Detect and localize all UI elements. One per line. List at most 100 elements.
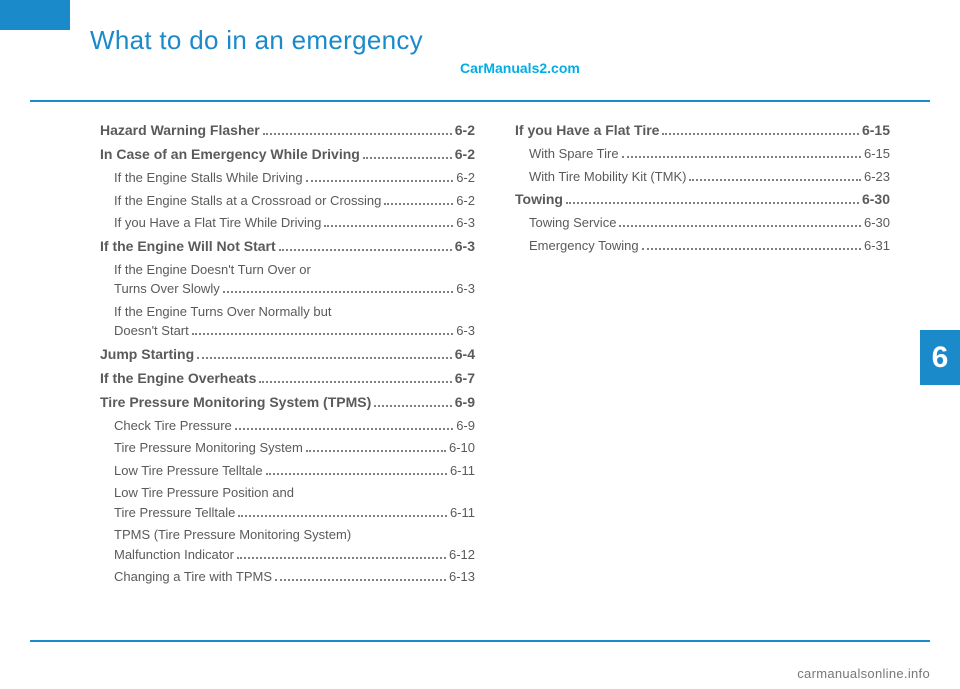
- toc-entry-sub: If the Engine Doesn't Turn Over or: [100, 260, 475, 280]
- toc-page-number: 6-30: [862, 189, 890, 210]
- leader-dots: [363, 148, 452, 159]
- leader-dots: [642, 238, 861, 249]
- toc-label: Tire Pressure Telltale: [114, 503, 235, 523]
- toc-page-number: 6-31: [864, 236, 890, 256]
- toc-entry-main: If the Engine Will Not Start 6-3: [100, 236, 475, 257]
- toc-page-number: 6-13: [449, 567, 475, 587]
- toc-entry-sub: Turns Over Slowly 6-3: [100, 279, 475, 299]
- toc-column-left: Hazard Warning Flasher 6-2In Case of an …: [100, 120, 475, 590]
- toc-entry-sub: Tire Pressure Telltale 6-11: [100, 503, 475, 523]
- chapter-tab: 6: [920, 330, 960, 385]
- divider-bottom: [30, 640, 930, 642]
- toc-label: If the Engine Will Not Start: [100, 236, 276, 257]
- toc-page-number: 6-2: [455, 120, 475, 141]
- toc-entry-main: Hazard Warning Flasher 6-2: [100, 120, 475, 141]
- leader-dots: [566, 193, 859, 204]
- leader-dots: [279, 239, 452, 250]
- toc-label: Tire Pressure Monitoring System: [114, 438, 303, 458]
- toc-page-number: 6-23: [864, 167, 890, 187]
- toc-label: If the Engine Turns Over Normally but: [114, 302, 331, 322]
- toc-column-right: If you Have a Flat Tire 6-15With Spare T…: [515, 120, 890, 590]
- toc-entry-sub: With Tire Mobility Kit (TMK) 6-23: [515, 167, 890, 187]
- leader-dots: [374, 395, 452, 406]
- toc-entry-main: Tire Pressure Monitoring System (TPMS) 6-…: [100, 392, 475, 413]
- toc-label: Emergency Towing: [529, 236, 639, 256]
- toc-page-number: 6-10: [449, 438, 475, 458]
- leader-dots: [263, 124, 452, 135]
- toc-label: Malfunction Indicator: [114, 545, 234, 565]
- watermark-text: CarManuals2.com: [460, 60, 580, 76]
- toc-columns: Hazard Warning Flasher 6-2In Case of an …: [100, 120, 890, 590]
- toc-page-number: 6-11: [450, 461, 475, 481]
- toc-entry-sub: Low Tire Pressure Position and: [100, 483, 475, 503]
- toc-entry-sub: With Spare Tire 6-15: [515, 144, 890, 164]
- toc-page-number: 6-30: [864, 213, 890, 233]
- toc-page-number: 6-11: [450, 503, 475, 523]
- toc-label: TPMS (Tire Pressure Monitoring System): [114, 525, 351, 545]
- toc-entry-main: Jump Starting6-4: [100, 344, 475, 365]
- toc-label: If the Engine Stalls at a Crossroad or C…: [114, 191, 381, 211]
- toc-entry-sub: Doesn't Start 6-3: [100, 321, 475, 341]
- toc-page-number: 6-2: [455, 144, 475, 165]
- toc-page-number: 6-15: [862, 120, 890, 141]
- toc-label: Tire Pressure Monitoring System (TPMS): [100, 392, 371, 413]
- toc-label: If the Engine Doesn't Turn Over or: [114, 260, 311, 280]
- toc-page-number: 6-9: [456, 416, 475, 436]
- leader-dots: [306, 441, 446, 452]
- toc-page-number: 6-3: [455, 236, 475, 257]
- leader-dots: [306, 171, 454, 182]
- toc-label: In Case of an Emergency While Driving: [100, 144, 360, 165]
- toc-label: Hazard Warning Flasher: [100, 120, 260, 141]
- toc-label: With Tire Mobility Kit (TMK): [529, 167, 686, 187]
- divider-top: [30, 100, 930, 102]
- toc-page-number: 6-2: [456, 168, 475, 188]
- toc-label: Towing Service: [529, 213, 616, 233]
- toc-label: If the Engine Stalls While Driving: [114, 168, 303, 188]
- toc-label: Jump Starting: [100, 344, 194, 365]
- leader-dots: [619, 216, 861, 227]
- leader-dots: [237, 547, 446, 558]
- toc-label: Check Tire Pressure: [114, 416, 232, 436]
- toc-entry-sub: If you Have a Flat Tire While Driving 6-…: [100, 213, 475, 233]
- leader-dots: [259, 371, 451, 382]
- leader-dots: [622, 147, 861, 158]
- toc-entry-sub: Malfunction Indicator 6-12: [100, 545, 475, 565]
- leader-dots: [384, 193, 453, 204]
- toc-label: If the Engine Overheats: [100, 368, 256, 389]
- toc-page-number: 6-3: [456, 213, 475, 233]
- toc-entry-sub: Low Tire Pressure Telltale 6-11: [100, 461, 475, 481]
- toc-page-number: 6-3: [456, 321, 475, 341]
- toc-entry-main: If you Have a Flat Tire 6-15: [515, 120, 890, 141]
- toc-page-number: 6-9: [455, 392, 475, 413]
- leader-dots: [689, 169, 861, 180]
- toc-entry-sub: If the Engine Stalls While Driving 6-2: [100, 168, 475, 188]
- toc-page-number: 6-12: [449, 545, 475, 565]
- toc-label: If you Have a Flat Tire While Driving: [114, 213, 321, 233]
- leader-dots: [266, 463, 447, 474]
- toc-label: If you Have a Flat Tire: [515, 120, 659, 141]
- toc-entry-main: Towing 6-30: [515, 189, 890, 210]
- toc-label: Low Tire Pressure Telltale: [114, 461, 263, 481]
- toc-label: Low Tire Pressure Position and: [114, 483, 294, 503]
- toc-page-number: 6-2: [456, 191, 475, 211]
- toc-page-number: 6-3: [456, 279, 475, 299]
- toc-entry-sub: Check Tire Pressure 6-9: [100, 416, 475, 436]
- corner-accent: [0, 0, 70, 30]
- leader-dots: [275, 570, 446, 581]
- toc-label: With Spare Tire: [529, 144, 619, 164]
- toc-entry-sub: Towing Service 6-30: [515, 213, 890, 233]
- toc-entry-main: In Case of an Emergency While Driving 6-2: [100, 144, 475, 165]
- leader-dots: [192, 324, 453, 335]
- toc-entry-sub: If the Engine Stalls at a Crossroad or C…: [100, 191, 475, 211]
- toc-entry-sub: Changing a Tire with TPMS6-13: [100, 567, 475, 587]
- leader-dots: [324, 216, 453, 227]
- leader-dots: [197, 347, 452, 358]
- toc-label: Towing: [515, 189, 563, 210]
- toc-entry-sub: If the Engine Turns Over Normally but: [100, 302, 475, 322]
- toc-label: Doesn't Start: [114, 321, 189, 341]
- toc-page-number: 6-7: [455, 368, 475, 389]
- toc-page-number: 6-15: [864, 144, 890, 164]
- toc-entry-sub: Tire Pressure Monitoring System 6-10: [100, 438, 475, 458]
- toc-label: Turns Over Slowly: [114, 279, 220, 299]
- toc-entry-sub: TPMS (Tire Pressure Monitoring System): [100, 525, 475, 545]
